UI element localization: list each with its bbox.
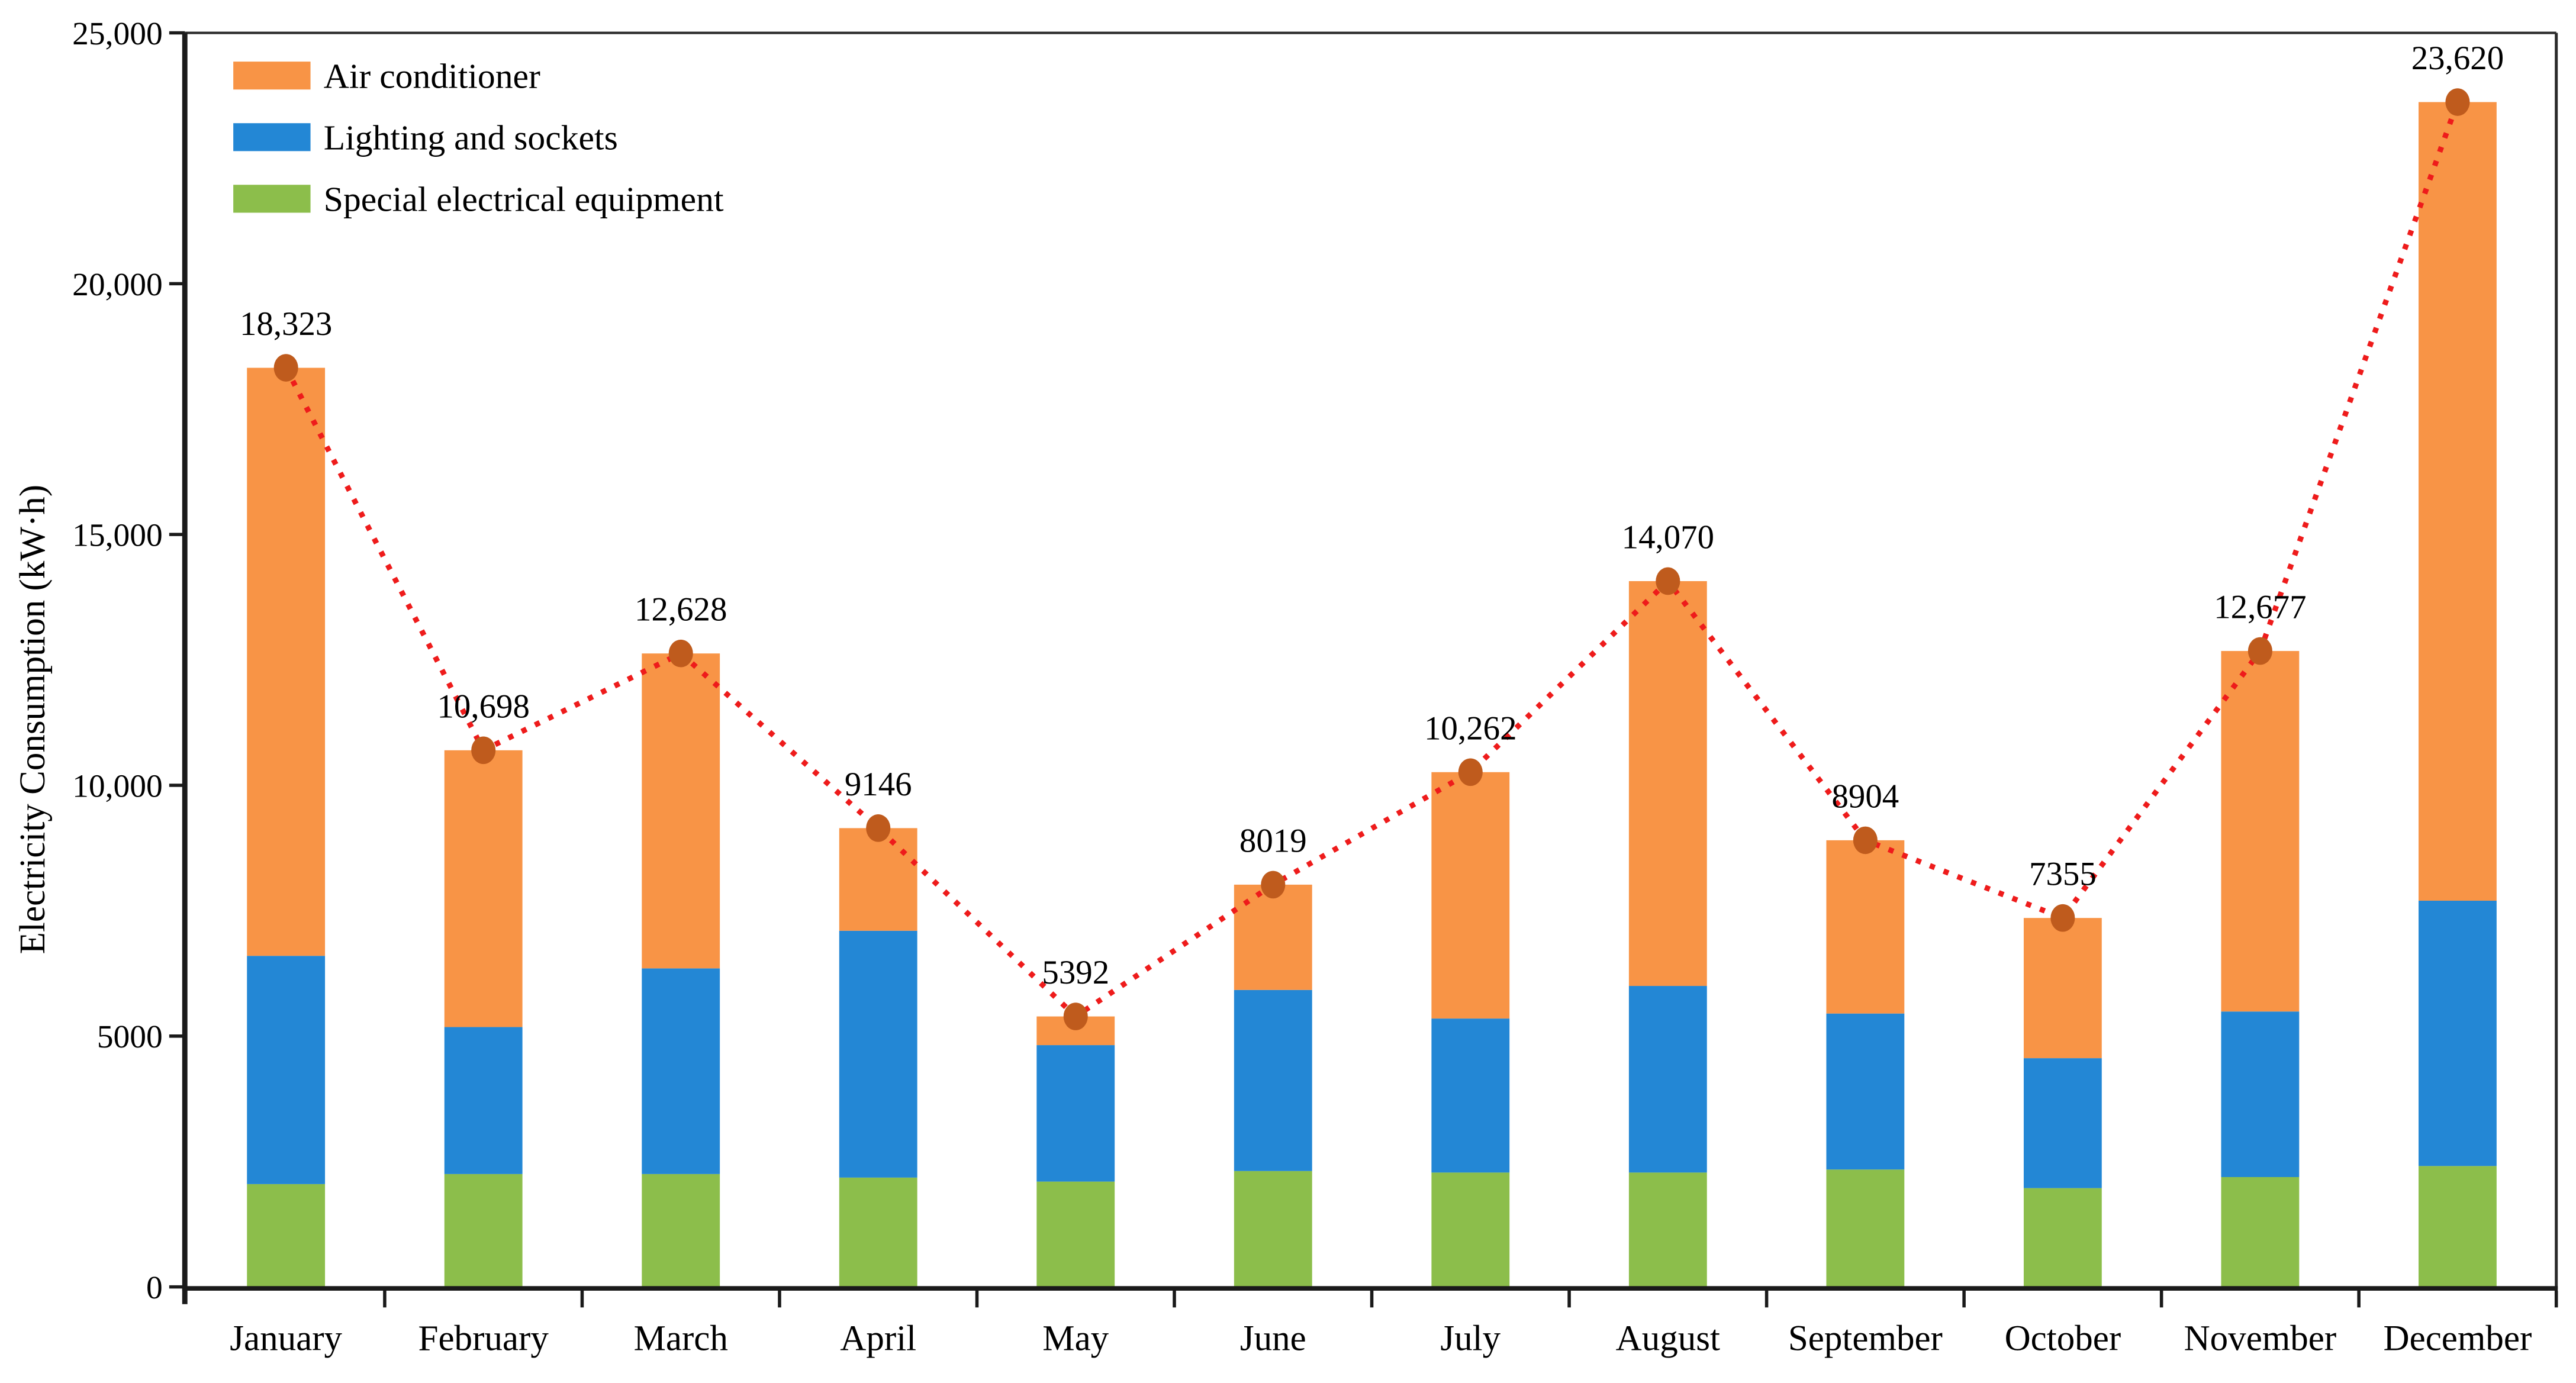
bar-segment-october-air-conditioner bbox=[2023, 918, 2102, 1059]
bar-segment-february-lighting-and-sockets bbox=[444, 1027, 523, 1174]
bar-segment-november-special-electrical-equipment bbox=[2221, 1176, 2300, 1287]
x-category-label-december: December bbox=[2384, 1318, 2532, 1358]
total-label-august: 14,070 bbox=[1622, 518, 1714, 556]
bar-segment-april-lighting-and-sockets bbox=[839, 930, 917, 1178]
y-tick-label-5000: 5000 bbox=[97, 1019, 163, 1055]
legend-label-lighting-and-sockets: Lighting and sockets bbox=[324, 118, 618, 157]
total-label-january: 18,323 bbox=[240, 305, 332, 343]
x-category-label-march: March bbox=[634, 1318, 728, 1358]
total-marker-june bbox=[1261, 871, 1286, 899]
bar-segment-may-special-electrical-equipment bbox=[1036, 1181, 1115, 1287]
y-tick-label-10-000: 10,000 bbox=[72, 768, 163, 804]
total-marker-october bbox=[2050, 904, 2075, 932]
bar-segment-july-lighting-and-sockets bbox=[1431, 1018, 1510, 1173]
x-category-label-october: October bbox=[2005, 1318, 2121, 1358]
bar-segment-december-air-conditioner bbox=[2419, 102, 2497, 901]
bar-segment-january-special-electrical-equipment bbox=[247, 1184, 326, 1287]
bar-segment-october-special-electrical-equipment bbox=[2023, 1188, 2102, 1287]
legend-label-air-conditioner: Air conditioner bbox=[324, 57, 540, 96]
x-category-label-november: November bbox=[2184, 1318, 2337, 1358]
bar-segment-june-special-electrical-equipment bbox=[1234, 1171, 1312, 1287]
legend-swatch-air-conditioner bbox=[233, 62, 311, 90]
total-marker-april bbox=[866, 814, 891, 842]
bar-segment-august-air-conditioner bbox=[1628, 581, 1707, 987]
bar-segment-august-lighting-and-sockets bbox=[1628, 986, 1707, 1173]
x-category-label-june: June bbox=[1240, 1318, 1306, 1358]
bar-segment-december-special-electrical-equipment bbox=[2419, 1166, 2497, 1287]
bar-segment-august-special-electrical-equipment bbox=[1628, 1172, 1707, 1287]
total-marker-may bbox=[1063, 1002, 1088, 1030]
total-label-october: 7355 bbox=[2029, 856, 2097, 893]
x-category-label-april: April bbox=[840, 1318, 916, 1358]
total-marker-february bbox=[471, 736, 496, 765]
x-category-label-may: May bbox=[1042, 1318, 1109, 1358]
total-label-september: 8904 bbox=[1831, 778, 1899, 815]
bar-segment-february-special-electrical-equipment bbox=[444, 1174, 523, 1287]
total-marker-december bbox=[2445, 88, 2470, 116]
total-marker-september bbox=[1853, 826, 1878, 855]
bar-segment-september-special-electrical-equipment bbox=[1826, 1169, 1905, 1287]
bar-segment-september-air-conditioner bbox=[1826, 840, 1905, 1014]
x-category-label-august: August bbox=[1616, 1318, 1720, 1358]
total-label-march: 12,628 bbox=[635, 591, 727, 628]
x-category-label-september: September bbox=[1788, 1318, 1943, 1358]
legend-label-special-electrical-equipment: Special electrical equipment bbox=[324, 180, 724, 219]
y-tick-label-15-000: 15,000 bbox=[72, 518, 163, 554]
bar-segment-october-lighting-and-sockets bbox=[2023, 1058, 2102, 1188]
bar-segment-march-air-conditioner bbox=[642, 653, 720, 969]
total-label-february: 10,698 bbox=[437, 688, 529, 725]
bar-segment-july-special-electrical-equipment bbox=[1431, 1172, 1510, 1287]
bar-segment-june-lighting-and-sockets bbox=[1234, 989, 1312, 1171]
total-marker-march bbox=[668, 639, 693, 668]
y-tick-label-25-000: 25,000 bbox=[72, 16, 163, 52]
total-marker-november bbox=[2247, 637, 2272, 665]
bar-segment-january-lighting-and-sockets bbox=[247, 956, 326, 1184]
bar-segment-november-lighting-and-sockets bbox=[2221, 1011, 2300, 1177]
legend-swatch-special-electrical-equipment bbox=[233, 185, 311, 213]
legend-swatch-lighting-and-sockets bbox=[233, 123, 311, 151]
bar-segment-july-air-conditioner bbox=[1431, 772, 1510, 1019]
bar-segment-november-air-conditioner bbox=[2221, 651, 2300, 1012]
y-tick-label-0: 0 bbox=[146, 1270, 163, 1306]
x-category-label-february: February bbox=[418, 1318, 549, 1358]
bar-segment-march-lighting-and-sockets bbox=[642, 968, 720, 1174]
total-label-may: 5392 bbox=[1042, 954, 1109, 991]
total-label-july: 10,262 bbox=[1424, 710, 1516, 747]
y-tick-label-20-000: 20,000 bbox=[72, 267, 163, 303]
total-marker-january bbox=[273, 354, 298, 382]
x-category-label-january: January bbox=[230, 1318, 342, 1358]
bar-segment-january-air-conditioner bbox=[247, 367, 326, 956]
y-axis-title: Electricity Consumption (kW·h) bbox=[13, 485, 53, 954]
bar-segment-april-air-conditioner bbox=[839, 828, 917, 931]
bar-segment-march-special-electrical-equipment bbox=[642, 1174, 720, 1287]
x-category-label-july: July bbox=[1440, 1318, 1500, 1358]
bar-segment-september-lighting-and-sockets bbox=[1826, 1013, 1905, 1170]
bar-segment-april-special-electrical-equipment bbox=[839, 1177, 917, 1287]
bar-segment-december-lighting-and-sockets bbox=[2419, 900, 2497, 1166]
total-marker-july bbox=[1458, 758, 1483, 786]
total-label-november: 12,677 bbox=[2214, 589, 2306, 626]
total-label-april: 9146 bbox=[845, 766, 912, 803]
total-label-june: 8019 bbox=[1239, 822, 1307, 859]
chart-generated-content: 0 5000 10,000 15,000 20,000 25,000 January Febr… bbox=[72, 16, 2558, 1358]
total-dotted-line bbox=[284, 101, 2461, 1020]
total-marker-august bbox=[1656, 567, 1680, 595]
bar-segment-may-lighting-and-sockets bbox=[1036, 1045, 1115, 1182]
bar-segment-february-air-conditioner bbox=[444, 750, 523, 1027]
total-label-december: 23,620 bbox=[2411, 40, 2504, 77]
